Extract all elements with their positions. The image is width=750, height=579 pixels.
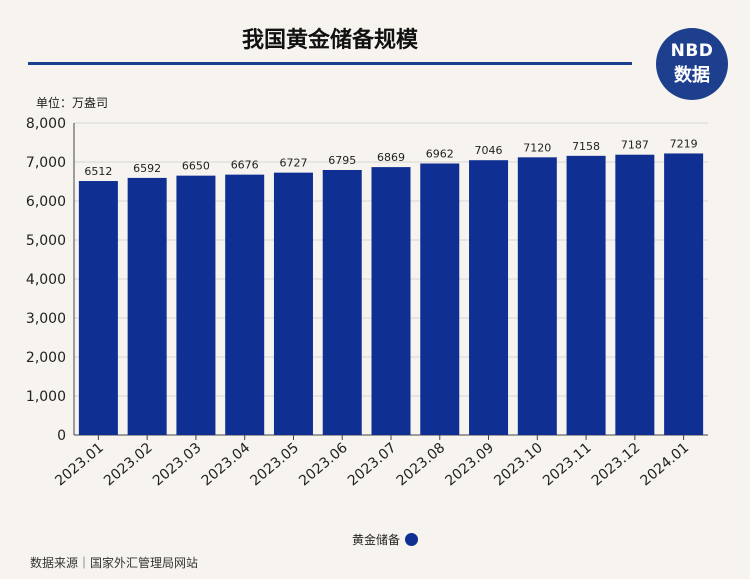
x-tick-label: 2023.05 bbox=[247, 440, 302, 489]
data-label: 7219 bbox=[670, 137, 698, 150]
x-tick-label: 2023.10 bbox=[491, 440, 546, 489]
bar bbox=[469, 160, 509, 435]
y-tick-label: 2,000 bbox=[26, 350, 66, 366]
x-tick-label: 2023.01 bbox=[52, 440, 107, 489]
x-tick-label: 2023.04 bbox=[199, 440, 254, 490]
bar bbox=[664, 153, 704, 436]
bar bbox=[225, 174, 265, 436]
legend-marker bbox=[405, 533, 419, 546]
y-tick-label: 0 bbox=[57, 428, 66, 444]
y-tick-label: 1,000 bbox=[26, 389, 66, 405]
data-label: 6592 bbox=[133, 162, 161, 175]
logo-line2: 数据 bbox=[674, 65, 710, 86]
y-tick-label: 4,000 bbox=[26, 272, 66, 288]
logo-line1: NBD bbox=[670, 41, 714, 61]
x-tick-label: 2023.08 bbox=[394, 440, 449, 489]
bar bbox=[322, 169, 362, 435]
source-note: 数据来源｜国家外汇管理局网站 bbox=[30, 556, 199, 570]
x-tick-label: 2023.09 bbox=[442, 440, 497, 489]
bar bbox=[127, 177, 167, 436]
title-underline bbox=[28, 62, 632, 65]
chart-title: 我国黄金储备规模 bbox=[241, 28, 418, 53]
data-label: 7120 bbox=[523, 141, 551, 154]
bar bbox=[371, 167, 411, 435]
x-tick-label: 2023.06 bbox=[296, 440, 351, 490]
legend: 黄金储备 bbox=[352, 531, 419, 548]
x-tick-label: 2024.01 bbox=[638, 440, 693, 489]
x-tick-label: 2023.07 bbox=[345, 440, 400, 489]
data-label: 7046 bbox=[475, 144, 503, 157]
y-tick-label: 8,000 bbox=[26, 116, 66, 132]
bar bbox=[517, 157, 557, 435]
y-tick-label: 3,000 bbox=[26, 311, 66, 327]
x-tick-label: 2023.12 bbox=[589, 440, 644, 489]
data-label: 6795 bbox=[328, 154, 356, 167]
bar bbox=[566, 155, 606, 435]
nbd-logo: NBD 数据 bbox=[656, 28, 728, 100]
bar bbox=[273, 172, 313, 435]
y-tick-label: 7,000 bbox=[26, 155, 66, 171]
bar bbox=[176, 175, 216, 435]
legend-label: 黄金储备 bbox=[352, 533, 401, 547]
data-label: 6676 bbox=[231, 159, 259, 172]
data-label: 6727 bbox=[279, 157, 307, 170]
x-tick-label: 2023.02 bbox=[101, 440, 156, 489]
data-label: 6869 bbox=[377, 151, 405, 164]
y-tick-label: 5,000 bbox=[26, 233, 66, 249]
data-label: 6512 bbox=[84, 165, 112, 178]
x-tick-label: 2023.11 bbox=[540, 440, 595, 489]
bar bbox=[420, 163, 460, 435]
data-label: 7158 bbox=[572, 140, 600, 153]
bar bbox=[615, 154, 655, 435]
x-tick-label: 2023.03 bbox=[150, 440, 205, 489]
y-tick-label: 6,000 bbox=[26, 194, 66, 210]
data-label: 6962 bbox=[426, 147, 454, 160]
unit-label: 单位：万盎司 bbox=[36, 96, 109, 110]
bar bbox=[78, 181, 118, 435]
data-label: 6650 bbox=[182, 160, 210, 173]
data-label: 7187 bbox=[621, 139, 649, 152]
